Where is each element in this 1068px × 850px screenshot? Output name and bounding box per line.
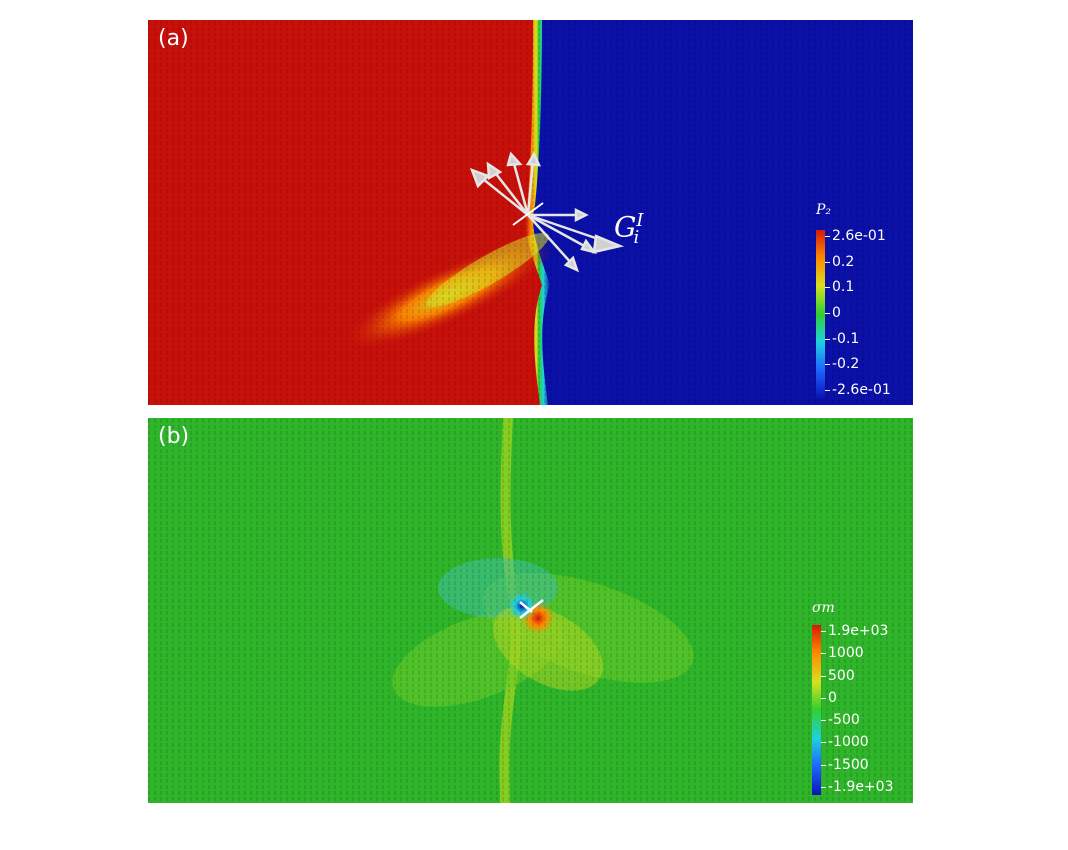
colorbar-b-tick-1: 1000	[821, 645, 864, 662]
dislocation-arrows	[469, 151, 625, 273]
colorbar-a-title: P₂	[816, 202, 832, 218]
colorbar-a-gradient	[816, 230, 825, 398]
colorbar-a-tick-0: 2.6e-01	[825, 228, 886, 244]
arrow-label: GIi	[614, 210, 644, 248]
colorbar-b: σm 1.9e+03 1000 500 0 -500 -1000 -1500 -1.9e+03	[812, 600, 912, 800]
colorbar-b-tick-7: -1.9e+03	[820, 779, 894, 795]
colorbar-b-tick-5: -1000	[821, 734, 869, 751]
colorbar-b-title: σm	[812, 600, 835, 616]
arrow-label-sup: I	[636, 210, 644, 231]
colorbar-a-tick-4: -0.1	[824, 330, 860, 347]
panel-b-label: (b)	[158, 424, 190, 449]
arrow-label-base: G	[614, 210, 637, 244]
stress-field	[148, 418, 913, 803]
colorbar-a-tick-5: -0.2	[824, 356, 860, 373]
panel-a-label: (a)	[158, 26, 189, 51]
dislocation-marker-b	[519, 599, 544, 619]
colorbar-b-tick-2: 500	[821, 667, 855, 684]
colorbar-a-tick-3: 0	[825, 305, 841, 321]
colorbar-b-tick-0: 1.9e+03	[820, 623, 889, 639]
colorbar-a-tick-2: 0.1	[824, 279, 855, 296]
colorbar-b-tick-6: -1500	[821, 756, 869, 773]
arrow-label-sub: i	[633, 226, 640, 248]
dislocation-marker	[512, 202, 544, 226]
colorbar-b-gradient	[812, 625, 821, 795]
colorbar-a-tick-6: -2.6e-01	[825, 382, 891, 398]
panel-b: (b) σm 1.9e+03 1000 500 0 -500 -1000 -1500 -1.9…	[148, 418, 913, 803]
colorbar-a: P₂ 2.6e-01 0.2 0.1 0 -0.1 -0.2 -2.6e-01	[816, 202, 911, 402]
colorbar-a-tick-1: 0.2	[824, 253, 855, 270]
colorbar-b-tick-3: 0	[821, 689, 837, 706]
polarization-field	[148, 20, 913, 405]
colorbar-b-tick-4: -500	[821, 712, 860, 729]
panel-a: (a) GIi P₂ 2.6e-01 0.2 0.1 0 -0.1 -0.2 -2.6e-0…	[148, 20, 913, 405]
